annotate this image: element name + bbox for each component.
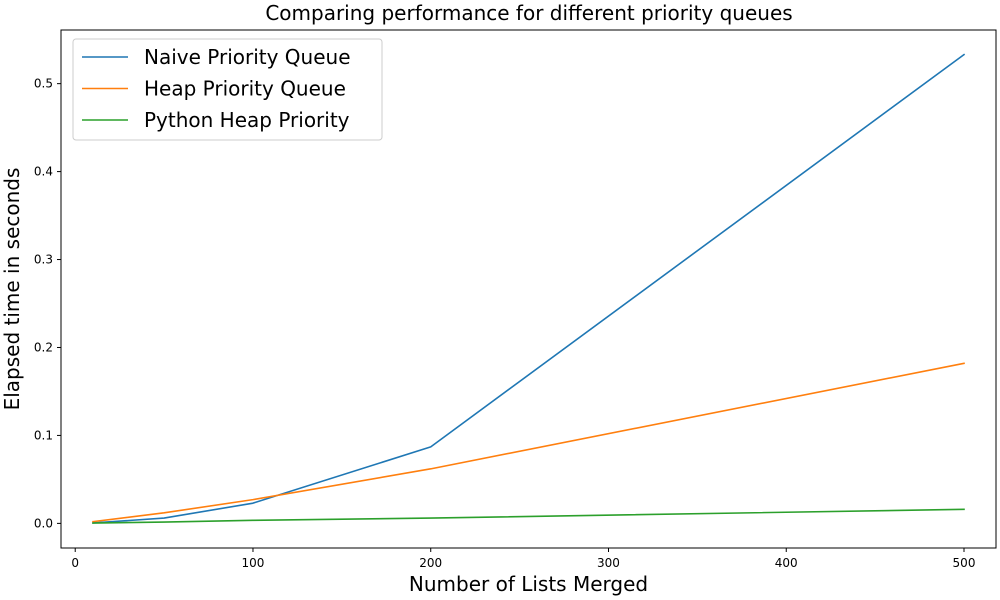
plot-frame [60,29,997,549]
legend-box [72,38,383,141]
chart-title: Comparing performance for different prio… [265,1,792,25]
y-tick-label: 0.2 [34,340,53,354]
legend-label-2: Heap Priority Queue [144,77,346,101]
y-tick-label: 0.4 [34,165,53,179]
y-tick-label: 0.5 [34,77,53,91]
series-line-2 [92,362,965,523]
series-line-1 [92,53,966,524]
y-tick-label: 0.0 [34,516,53,530]
x-tick-label: 0 [71,556,79,570]
legend: Naive Priority Queue Heap Priority Queue P… [72,38,383,141]
legend-label-3: Python Heap Priority [144,108,350,132]
y-tick-label: 0.1 [34,428,53,442]
plot-lines [92,53,966,524]
legend-label-1: Naive Priority Queue [144,45,351,69]
x-axis-label: Number of Lists Merged [409,572,648,596]
x-tick-label: 200 [419,556,442,570]
x-tick-label: 100 [242,556,265,570]
series-line-3 [92,508,965,524]
x-tick-label: 300 [597,556,620,570]
x-tick-label: 400 [775,556,798,570]
y-tick-label: 0.3 [34,253,53,267]
x-axis-ticks: 0 100 200 300 400 500 [71,548,975,570]
y-axis-label: Elapsed time in seconds [0,168,24,411]
y-axis-ticks: 0.0 0.1 0.2 0.3 0.4 0.5 [34,77,61,530]
x-tick-label: 500 [953,556,976,570]
